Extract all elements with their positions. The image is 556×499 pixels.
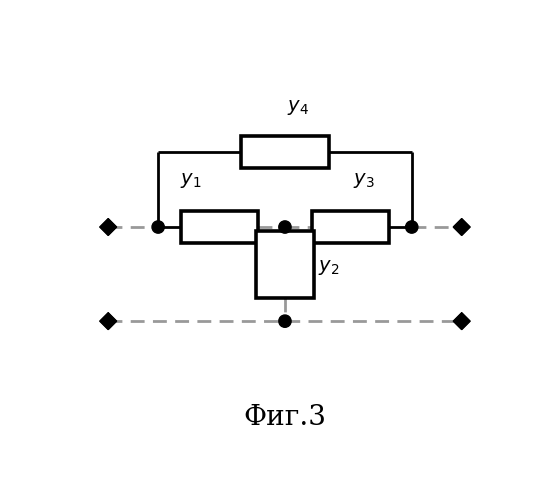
Polygon shape: [100, 313, 117, 330]
Text: $\mathit{y}_4$: $\mathit{y}_4$: [287, 98, 309, 117]
Circle shape: [279, 221, 291, 233]
Polygon shape: [100, 219, 117, 236]
Bar: [181, 211, 258, 244]
Bar: [312, 211, 389, 244]
Polygon shape: [453, 219, 470, 236]
Circle shape: [405, 221, 418, 233]
Circle shape: [279, 315, 291, 327]
Text: $\mathit{y}_1$: $\mathit{y}_1$: [180, 172, 201, 191]
Text: $\mathit{y}_3$: $\mathit{y}_3$: [353, 172, 375, 191]
Text: $\mathit{y}_2$: $\mathit{y}_2$: [319, 258, 340, 277]
Bar: [256, 231, 314, 298]
Bar: [241, 136, 329, 169]
Text: Фиг.3: Фиг.3: [244, 404, 326, 431]
Polygon shape: [453, 313, 470, 330]
Circle shape: [152, 221, 165, 233]
